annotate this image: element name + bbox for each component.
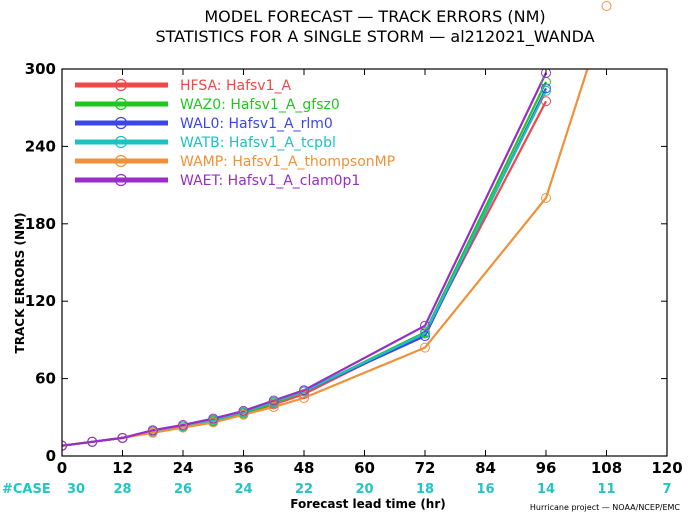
- legend-marker: [114, 135, 128, 149]
- x-tick-label: 96: [536, 459, 557, 477]
- x-tick-label: 0: [57, 459, 67, 477]
- series-5-point: [420, 320, 430, 331]
- series-3-point: [541, 85, 551, 96]
- series-5-point: [268, 395, 279, 406]
- series-4-point: [541, 193, 551, 203]
- legend-label: WATB: Hafsv1_A_tcpbl: [180, 135, 336, 151]
- series-4-point: [420, 342, 430, 353]
- legend-marker: [114, 78, 128, 92]
- x-tick-label: 60: [354, 459, 375, 477]
- legend: HFSA: Hafsv1_A WAZ0: Hafsv1_A_gfsz0 WAL0: …: [75, 78, 395, 189]
- series-4-point: [178, 422, 188, 433]
- case-count: 20: [355, 482, 373, 497]
- series-5-point: [238, 405, 249, 416]
- series-line-0: [62, 100, 547, 447]
- plot-area: 0301228242636244822602072188416961410811…: [25, 1, 683, 497]
- series-0-point: [541, 96, 551, 107]
- y-tick-label: 120: [25, 292, 56, 310]
- case-count: 7: [662, 482, 671, 497]
- series-group: [62, 69, 589, 451]
- series-5-point: [178, 420, 188, 431]
- y-tick-label: 60: [35, 370, 56, 388]
- case-count: 26: [174, 482, 192, 497]
- x-axis-label: Forecast lead time (hr): [290, 497, 446, 511]
- case-count: 11: [597, 482, 615, 497]
- y-tick-label: 300: [25, 60, 56, 78]
- legend-marker: [114, 116, 128, 130]
- legend-marker: [114, 154, 128, 168]
- x-tick-label: 24: [173, 459, 194, 477]
- case-count: 18: [416, 482, 434, 497]
- series-5-point: [541, 69, 551, 78]
- series-5-point: [208, 413, 219, 424]
- case-label: #CASE: [2, 482, 51, 497]
- legend-label: WAL0: Hafsv1_A_rlm0: [180, 116, 333, 132]
- case-count: 28: [113, 482, 131, 497]
- chart-title: MODEL FORECAST — TRACK ERRORS (NM): [204, 7, 545, 26]
- series-5-point: [299, 385, 309, 396]
- case-count: 22: [295, 482, 313, 497]
- legend-label: WAZ0: Hafsv1_A_gfsz0: [180, 97, 340, 113]
- series-4-point: [268, 401, 279, 412]
- series-4-point: [238, 409, 249, 420]
- legend-label: HFSA: Hafsv1_A: [180, 78, 292, 94]
- case-count: 14: [537, 482, 555, 497]
- case-count: 24: [234, 482, 252, 497]
- plot-frame: [61, 68, 668, 457]
- x-tick-label: 108: [591, 459, 622, 477]
- credit-text: Hurricane project — NOAA/NCEP/EMC: [530, 503, 681, 512]
- series-line-5: [62, 72, 547, 447]
- x-tick-label: 36: [233, 459, 254, 477]
- series-line-4: [62, 69, 589, 447]
- legend-label: WAET: Hafsv1_A_clam0p1: [180, 173, 360, 189]
- case-count: 16: [476, 482, 494, 497]
- y-tick-label: 180: [25, 215, 56, 233]
- x-tick-label: 48: [294, 459, 315, 477]
- series-4-point: [208, 417, 219, 428]
- legend-marker: [114, 173, 128, 187]
- chart-subtitle: STATISTICS FOR A SINGLE STORM — al212021…: [155, 27, 594, 47]
- series-0-point: [299, 389, 309, 400]
- series-5-point: [87, 436, 98, 447]
- series-5-point: [117, 432, 128, 443]
- series-5-point: [147, 425, 158, 436]
- x-tick-label: 84: [475, 459, 496, 477]
- x-tick-label: 12: [112, 459, 133, 477]
- y-axis-label: TRACK ERRORS (NM): [13, 213, 27, 354]
- y-tick-label: 0: [46, 447, 56, 465]
- x-tick-label: 72: [415, 459, 436, 477]
- legend-marker: [114, 97, 128, 111]
- series-3-point: [420, 328, 430, 339]
- series-4-point: [299, 392, 309, 403]
- case-count: 30: [67, 482, 85, 497]
- series-2-point: [420, 331, 430, 342]
- legend-label: WAMP: Hafsv1_A_thompsonMP: [180, 154, 395, 170]
- y-tick-label: 240: [25, 137, 56, 155]
- series-4-point: [147, 427, 158, 438]
- out-of-range-marker: [601, 1, 612, 11]
- x-tick-label: 120: [651, 459, 682, 477]
- series-5-point: [62, 440, 67, 451]
- series-2-point: [541, 83, 551, 94]
